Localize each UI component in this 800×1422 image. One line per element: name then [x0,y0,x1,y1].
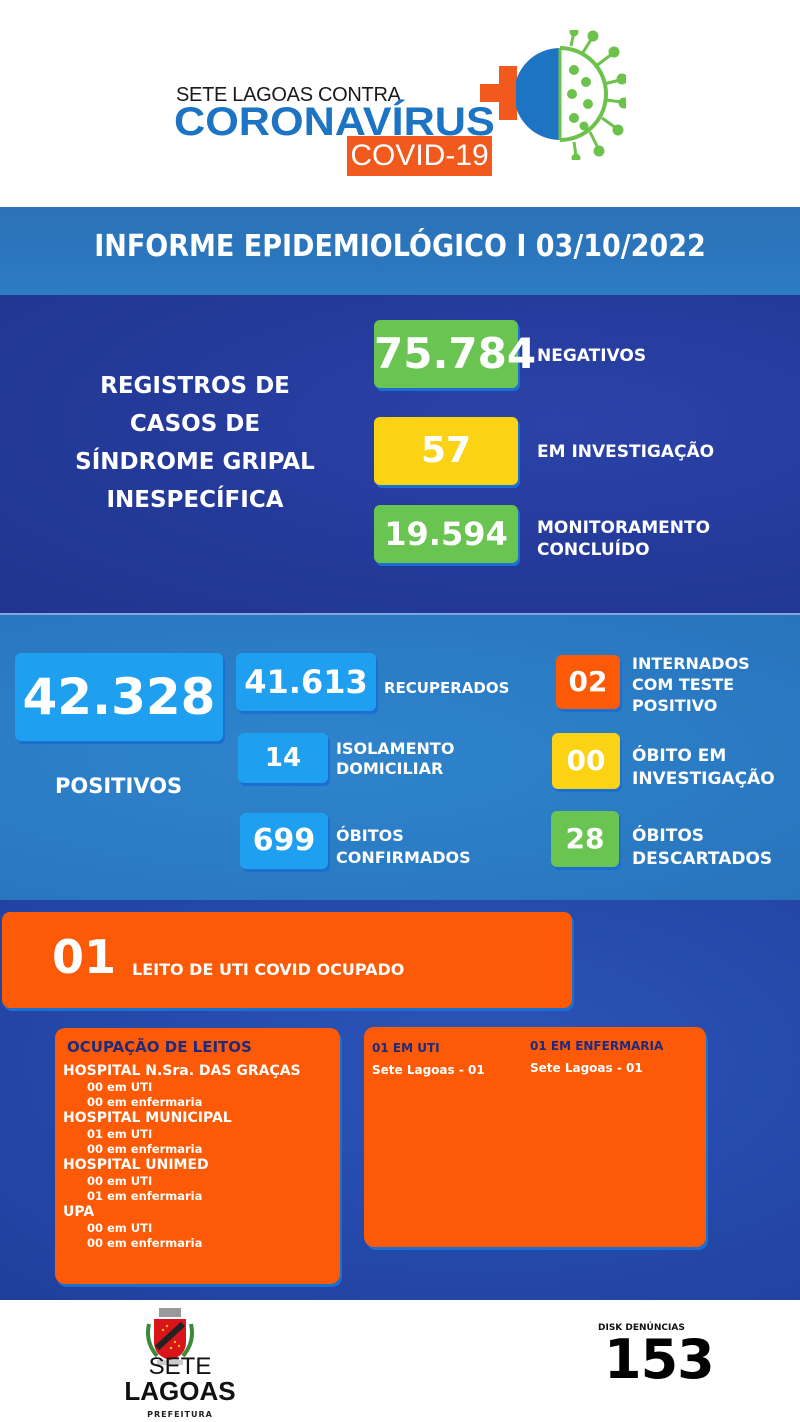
heading-line: SÍNDROME GRIPAL [75,449,315,475]
recuperados-value: 41.613 [236,653,376,711]
label-line: POSITIVO [632,696,718,715]
ocupacao-title: OCUPAÇÃO DE LEITOS [67,1038,252,1056]
footer: SETE LAGOAS PREFEITURA DISK DENÚNCIAS 15… [0,1300,800,1422]
label-line: MONITORAMENTO [537,518,711,538]
ocupacao-leitos-panel: OCUPAÇÃO DE LEITOS HOSPITAL N.Sra. DAS G… [55,1028,340,1284]
label-line: ÓBITOS [632,826,705,846]
city-name-line1: SETE [148,1353,212,1380]
city-name-line2: LAGOAS [124,1376,236,1406]
uti-ocupado-banner: 01 LEITO DE UTI COVID OCUPADO [2,912,572,1008]
hospital-name: HOSPITAL N.Sra. DAS GRAÇAS [63,1063,301,1079]
label-line: ÓBITO EM [632,746,727,766]
monitoramento-label: MONITORAMENTO CONCLUÍDO [537,517,710,561]
obitos-confirmados-value: 699 [240,813,328,869]
enfermaria-city-value: Sete Lagoas - 01 [530,1061,643,1075]
hospital-uti: 01 em UTI [87,1127,153,1141]
sindrome-gripal-section: REGISTROS DE CASOS DE SÍNDROME GRIPAL IN… [0,295,800,613]
title-band: INFORME EPIDEMIOLÓGICO I 03/10/2022 [0,207,800,295]
hospital-uti: 00 em UTI [87,1174,153,1188]
city-name-line3: PREFEITURA [147,1410,213,1419]
heading-line: INESPECÍFICA [106,487,284,513]
hospital-enfermaria: 01 em enfermaria [87,1189,203,1203]
recuperados-label: RECUPERADOS [384,679,510,697]
label-line: CONFIRMADOS [336,848,471,867]
label-line: COM TESTE [632,675,735,694]
label-line: DESCARTADOS [632,849,773,869]
obitos-confirmados-label: ÓBITOS CONFIRMADOS [336,825,471,869]
disk-denuncias-label: DISK DENÚNCIAS [598,1323,685,1333]
detalhe-ocupacao-panel: 01 EM UTI Sete Lagoas - 01 01 EM ENFERMA… [364,1027,706,1247]
hospital-list: HOSPITAL N.Sra. DAS GRAÇAS 00 em UTI 00 … [63,1063,301,1251]
label-line: CONCLUÍDO [537,540,650,560]
hospital-uti: 00 em UTI [87,1221,153,1235]
negativos-label: NEGATIVOS [537,346,647,366]
uti-ocupado-value: 01 [52,930,117,984]
enfermaria-header: 01 EM ENFERMARIA [530,1039,664,1053]
obitos-descartados-label: ÓBITOS DESCARTADOS [632,825,772,871]
city-crest-icon [146,1308,194,1365]
em-investigacao-value: 57 [374,417,518,485]
positivos-label: POSITIVOS [55,774,183,798]
label-line: DOMICILIAR [336,759,444,778]
uti-header: 01 EM UTI [372,1041,440,1055]
hospital-name: HOSPITAL MUNICIPAL [63,1110,232,1126]
leitos-section: 01 LEITO DE UTI COVID OCUPADO OCUPAÇÃO D… [0,900,800,1300]
covid-stats-section: 42.328 POSITIVOS 41.613 RECUPERADOS 14 I… [0,613,800,900]
monitoramento-value: 19.594 [374,505,518,563]
uti-ocupado-label: LEITO DE UTI COVID OCUPADO [132,960,405,979]
internados-label: INTERNADOS COM TESTE POSITIVO [632,653,750,716]
logo-covid-badge: COVID-19 [347,136,492,176]
hospital-enfermaria: 00 em enfermaria [87,1236,203,1250]
negativos-value: 75.784 [374,320,536,388]
isolamento-label: ISOLAMENTO DOMICILIAR [336,739,454,779]
uti-city-value: Sete Lagoas - 01 [372,1063,485,1077]
obito-investigacao-value: 00 [552,733,620,789]
label-line: ÓBITOS [336,826,404,845]
label-line: ISOLAMENTO [336,739,455,758]
obitos-descartados-value: 28 [551,811,619,867]
em-investigacao-label: EM INVESTIGAÇÃO [537,442,715,462]
hospital-uti: 00 em UTI [87,1080,153,1094]
disk-denuncias-number: 153 [604,1328,715,1391]
logo-top-text: SETE LAGOAS CONTRA [176,84,401,106]
label-line: INVESTIGAÇÃO [632,769,775,789]
hospital-enfermaria: 00 em enfermaria [87,1095,203,1109]
positivos-value: 42.328 [15,653,223,741]
obito-investigacao-label: ÓBITO EM INVESTIGAÇÃO [632,745,775,791]
internados-value: 02 [556,655,620,709]
heading-line: CASOS DE [129,411,261,437]
heading-line: REGISTROS DE [100,373,290,399]
hospital-enfermaria: 00 em enfermaria [87,1142,203,1156]
header-logo: SETE LAGOAS CONTRA CORONAVÍRUS COVID-19 [0,0,800,207]
plus-cross-icon-vertical [499,66,517,120]
sindrome-gripal-heading: REGISTROS DE CASOS DE SÍNDROME GRIPAL IN… [40,367,350,519]
hospital-name: UPA [63,1204,95,1220]
page-title: INFORME EPIDEMIOLÓGICO I 03/10/2022 [94,229,706,264]
hospital-name: HOSPITAL UNIMED [63,1157,209,1173]
isolamento-value: 14 [238,733,328,783]
virus-icon [516,30,626,160]
label-line: INTERNADOS [632,654,750,673]
